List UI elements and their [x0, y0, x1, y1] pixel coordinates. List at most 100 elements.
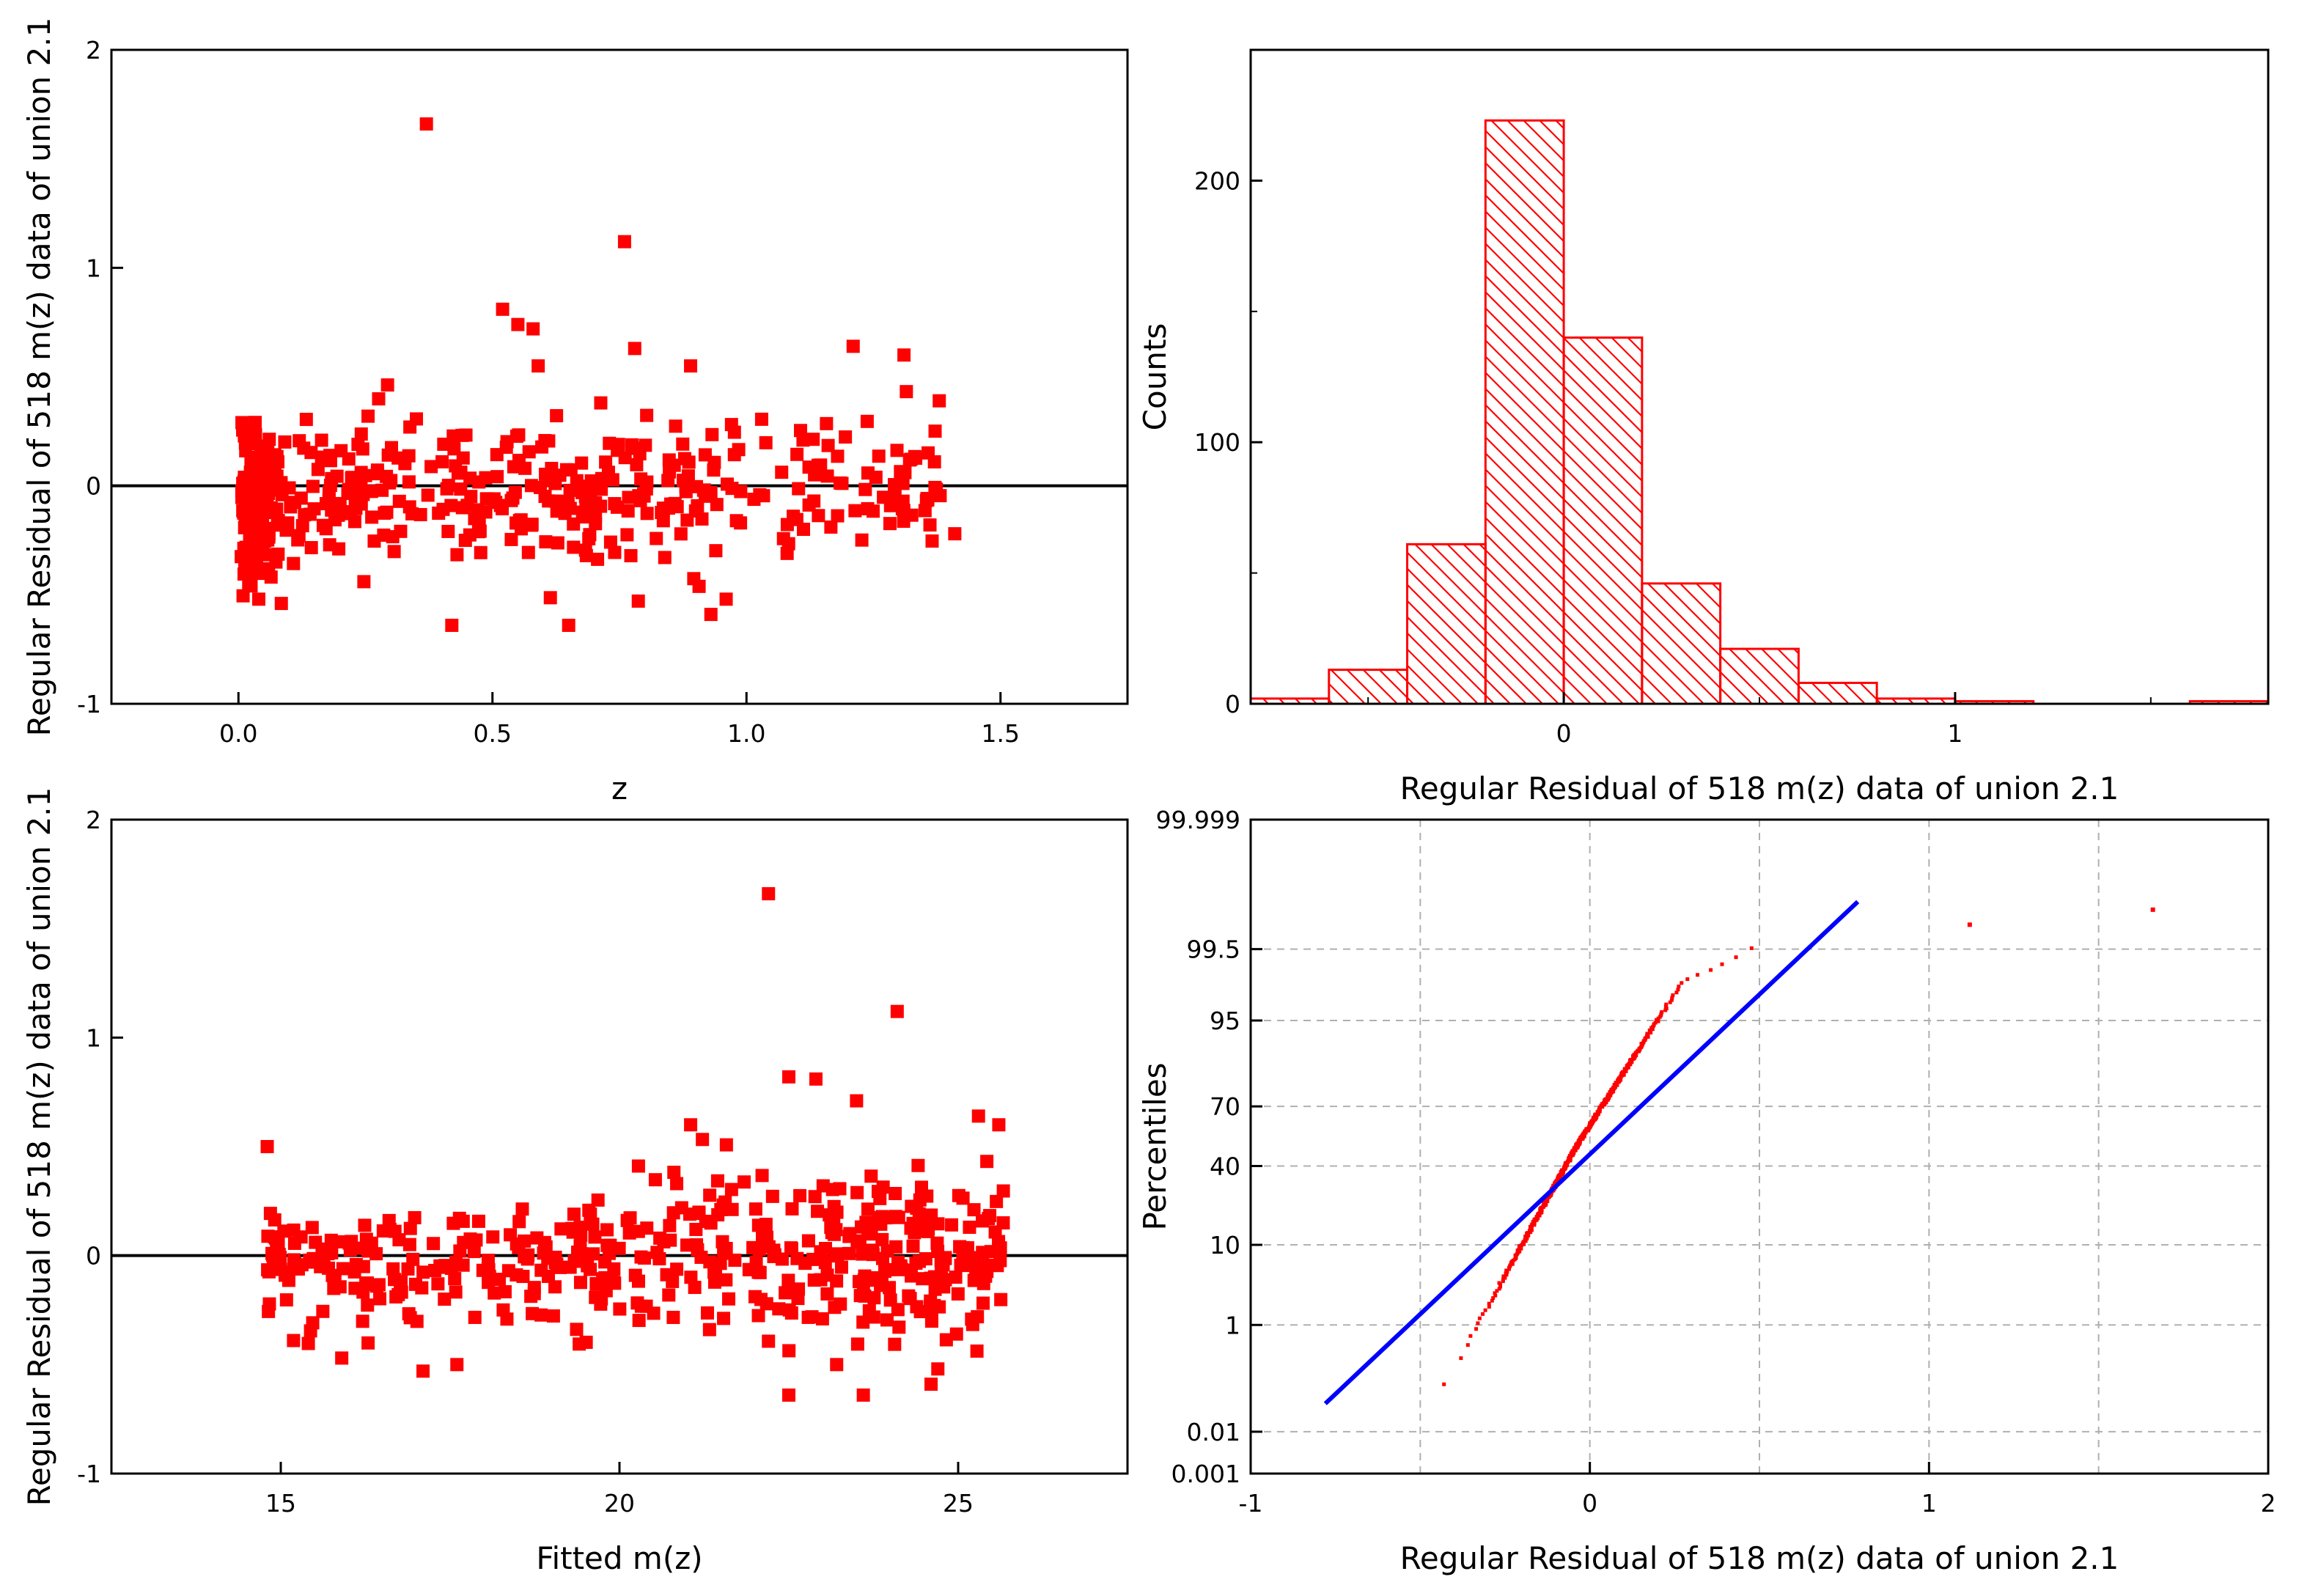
data-point: [1602, 1101, 1606, 1106]
data-point: [927, 1270, 941, 1284]
data-point: [479, 492, 493, 506]
data-point: [567, 540, 581, 554]
data-point: [244, 579, 258, 593]
data-point: [1709, 968, 1713, 972]
data-point: [441, 479, 455, 493]
data-point: [785, 1202, 799, 1216]
data-point: [402, 475, 416, 489]
data-point: [877, 490, 891, 504]
data-point: [531, 359, 545, 373]
data-point: [535, 440, 549, 454]
data-point: [1487, 1301, 1491, 1306]
data-point: [698, 448, 712, 462]
data-point: [613, 1302, 627, 1316]
data-point: [918, 504, 932, 518]
data-point: [402, 1307, 416, 1321]
x-tick-label: 25: [943, 1489, 974, 1518]
data-point: [1749, 946, 1754, 950]
data-point: [380, 378, 394, 392]
data-point: [827, 1216, 841, 1229]
data-point: [850, 1094, 864, 1108]
data-point: [853, 1235, 867, 1249]
data-point: [354, 427, 368, 441]
data-point: [482, 1276, 496, 1290]
data-point: [322, 493, 336, 507]
data-point: [351, 438, 365, 452]
data-point: [584, 474, 598, 488]
panel-normal-probability: -1 0 1 2 0.001 0.01 1 10 40 70 95 99.5 99.999 Regular…: [1137, 806, 2276, 1576]
x-tick-label: 1.5: [982, 719, 1020, 748]
data-point: [988, 1225, 1002, 1239]
data-point: [1669, 998, 1674, 1002]
data-point: [386, 1262, 400, 1276]
data-point: [705, 427, 719, 441]
data-point: [676, 437, 690, 451]
data-point: [550, 409, 564, 423]
data-point: [381, 448, 395, 462]
data-point: [488, 1286, 501, 1300]
data-point: [586, 1247, 600, 1261]
data-point: [633, 447, 647, 461]
data-point: [380, 505, 394, 519]
data-point: [469, 1233, 483, 1247]
data-point: [295, 519, 309, 533]
data-point: [668, 496, 682, 510]
data-point: [755, 1169, 769, 1183]
data-point: [541, 1251, 555, 1265]
data-point: [670, 1177, 684, 1191]
data-point: [831, 509, 845, 523]
data-point: [1645, 1031, 1649, 1036]
data-point: [751, 1265, 765, 1279]
data-point: [336, 1262, 350, 1276]
data-point: [630, 457, 644, 471]
data-point: [749, 1255, 763, 1269]
data-point: [732, 443, 746, 457]
y-tick-label: 0: [86, 1242, 101, 1270]
data-point: [666, 1206, 680, 1220]
data-point: [779, 1286, 792, 1300]
data-point: [376, 1224, 390, 1238]
data-point: [790, 447, 804, 461]
panel-residual-vs-fitted: 15 20 25 -1 0 1 2 Fitted m(z) Regular Residual o…: [21, 787, 1129, 1576]
data-point: [824, 520, 838, 534]
data-point: [500, 435, 514, 449]
data-point: [287, 1236, 301, 1250]
data-point: [710, 1174, 724, 1188]
data-point: [628, 342, 641, 356]
data-point: [441, 524, 455, 538]
data-point: [570, 1323, 584, 1336]
plot-frame: [1249, 818, 2270, 1475]
data-point: [278, 435, 292, 449]
data-point: [250, 538, 264, 552]
data-point: [450, 548, 464, 562]
data-point: [775, 466, 789, 479]
data-point: [314, 433, 328, 447]
data-point: [967, 1203, 981, 1217]
data-point: [1664, 1006, 1669, 1010]
data-point: [970, 1344, 984, 1358]
data-point: [304, 446, 318, 460]
data-point: [888, 1337, 902, 1351]
data-point: [939, 1333, 953, 1347]
data-point: [1664, 1002, 1669, 1007]
data-point: [699, 489, 713, 503]
data-point: [268, 1230, 282, 1244]
data-point: [835, 477, 849, 490]
data-point: [351, 1241, 365, 1255]
data-point: [595, 471, 608, 485]
data-point: [949, 1270, 963, 1284]
data-point: [933, 394, 946, 408]
x-tick-label: 1: [1921, 1489, 1937, 1518]
data-point: [687, 572, 701, 586]
data-point: [1497, 1287, 1501, 1291]
data-point: [856, 1247, 869, 1261]
data-point: [1663, 1004, 1668, 1009]
y-tick-label: 1: [1225, 1311, 1240, 1339]
data-point: [453, 1244, 467, 1258]
data-point: [984, 1245, 998, 1259]
data-point: [869, 470, 883, 484]
data-point: [239, 444, 253, 457]
data-point: [839, 430, 853, 444]
data-point: [831, 449, 845, 463]
y-tick-label: 1: [86, 254, 101, 282]
